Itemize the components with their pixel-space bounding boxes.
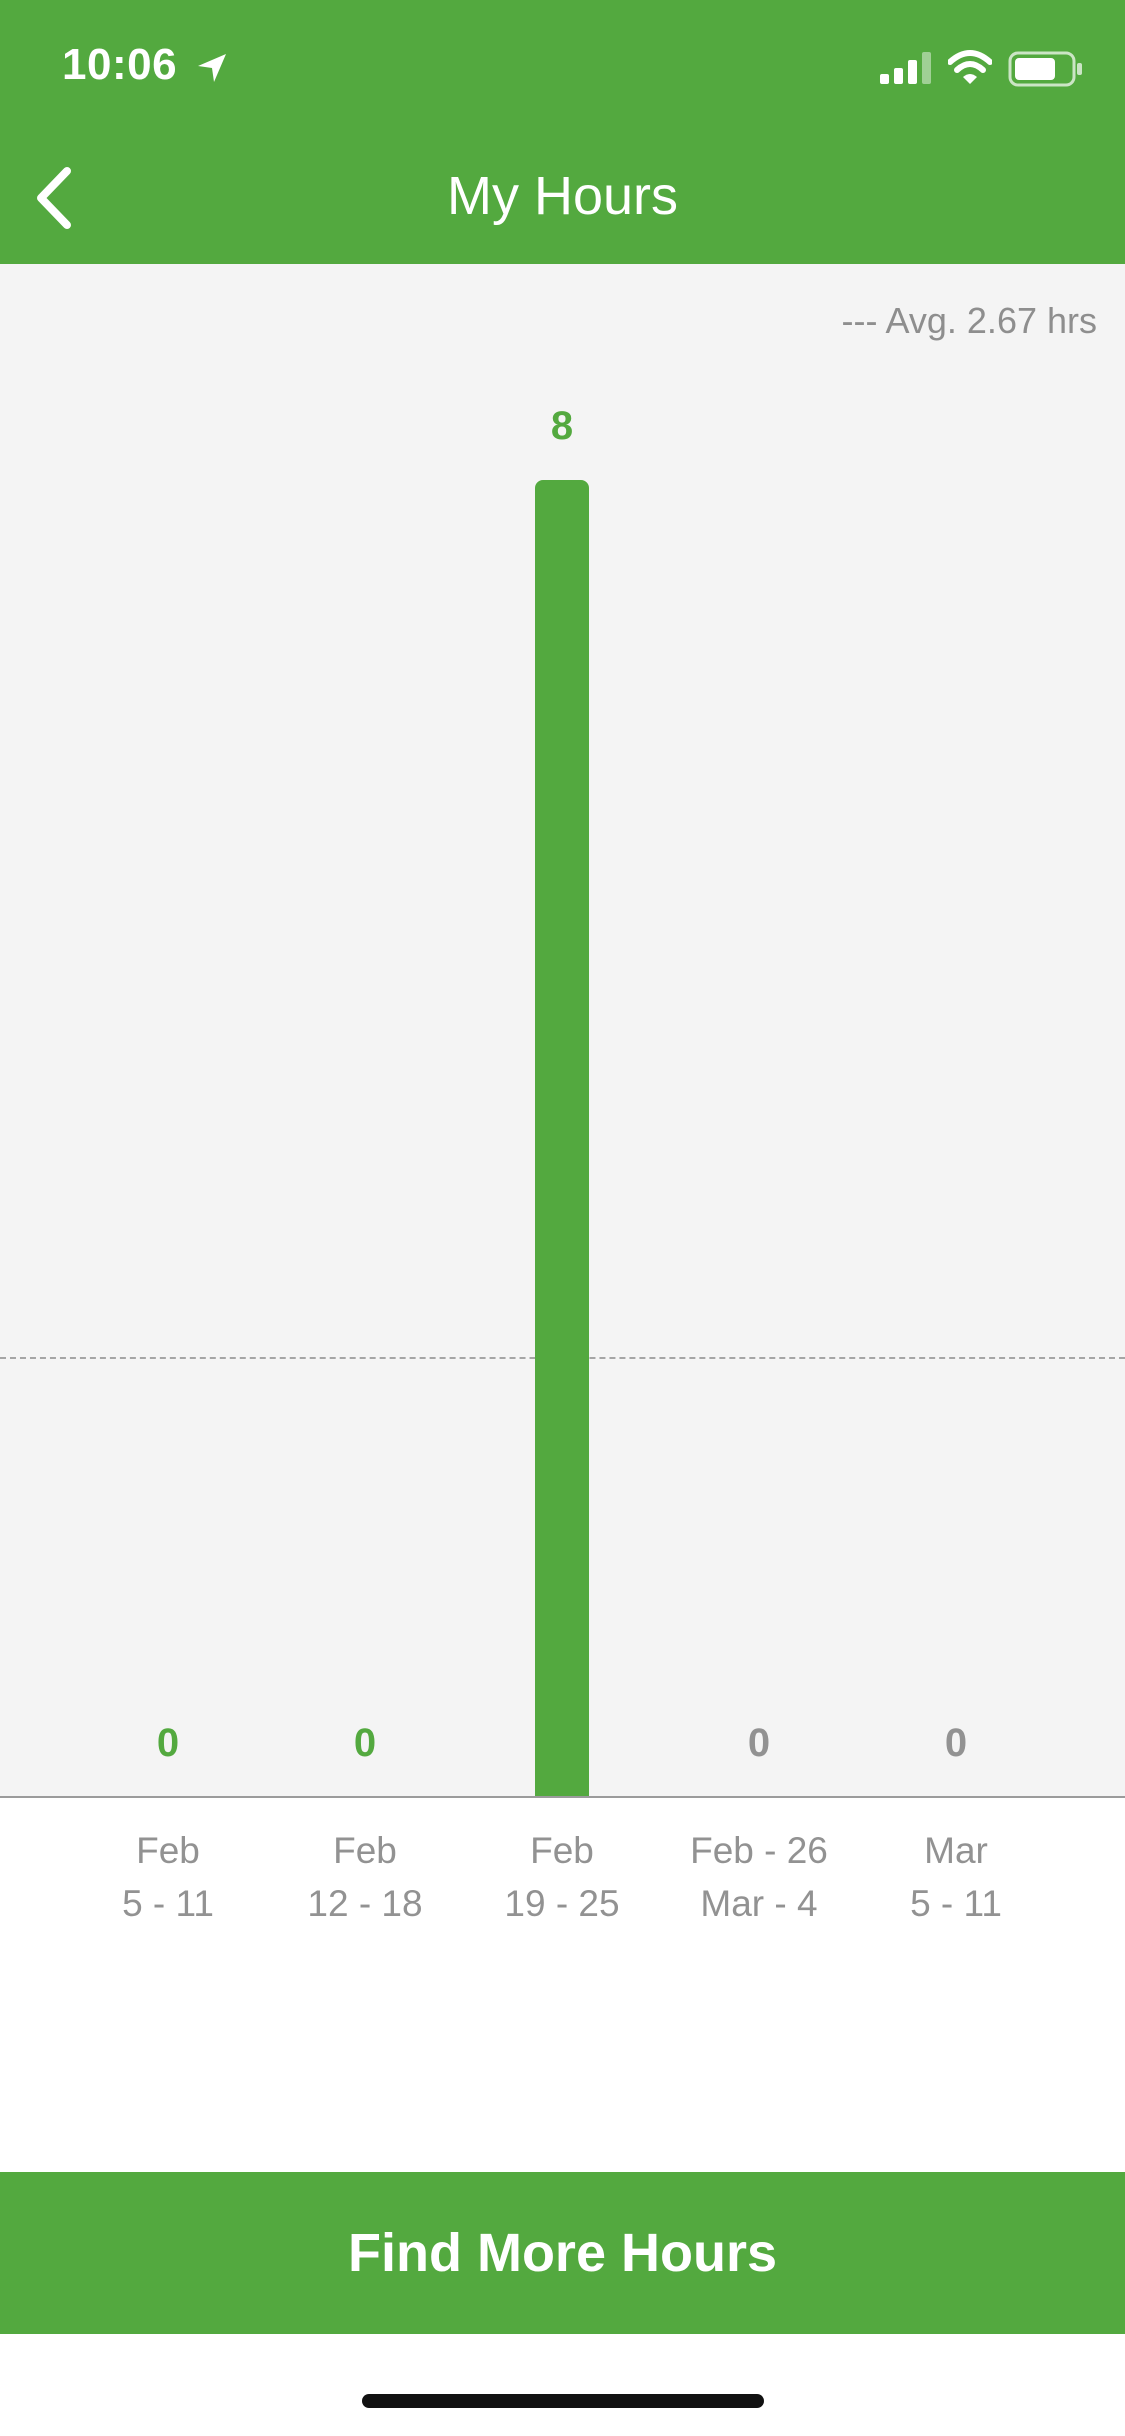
- hours-bar: [535, 480, 589, 1797]
- average-legend: --- Avg. 2.67 hrs: [841, 300, 1097, 341]
- chevron-left-icon: [37, 167, 71, 229]
- bar-value-label: 0: [944, 1721, 968, 1765]
- home-indicator: [362, 2394, 764, 2408]
- cellular-signal-icon: [880, 52, 931, 84]
- week-tick-label: Feb 5 - 11: [68, 1824, 268, 1930]
- find-more-hours-button[interactable]: Find More Hours: [0, 2172, 1125, 2334]
- chart-baseline: [0, 1796, 1125, 1798]
- back-button[interactable]: [14, 158, 94, 238]
- week-tick-label-line-2: 12 - 18: [307, 1883, 423, 1924]
- week-tick-label-line-2: 5 - 11: [122, 1883, 214, 1924]
- week-tick-label: Mar 5 - 11: [856, 1824, 1056, 1930]
- page-title: My Hours: [446, 166, 679, 226]
- week-tick-label-line-2: Mar - 4: [700, 1883, 818, 1924]
- battery-icon: [1008, 51, 1082, 87]
- bar-value-label: 0: [747, 1721, 771, 1765]
- week-tick-label: Feb 12 - 18: [265, 1824, 465, 1930]
- bar-value-label: 8: [550, 404, 574, 448]
- week-tick-label-line-1: Feb: [136, 1830, 200, 1871]
- week-tick-label-line-2: 5 - 11: [910, 1883, 1002, 1924]
- status-time: 10:06: [62, 40, 178, 89]
- header-bar: 10:06 My Hours: [0, 0, 1125, 264]
- wifi-icon: [948, 50, 992, 84]
- week-tick-label-line-2: 19 - 25: [504, 1883, 620, 1924]
- bar-value-label: 0: [156, 1721, 180, 1765]
- week-tick-label-line-1: Feb - 26: [690, 1830, 828, 1871]
- week-tick-label-line-1: Mar: [924, 1830, 988, 1871]
- bar-value-label: 0: [353, 1721, 377, 1765]
- week-tick-label: Feb - 26 Mar - 4: [659, 1824, 859, 1930]
- location-arrow-icon: [198, 54, 226, 82]
- week-tick-label-line-1: Feb: [530, 1830, 594, 1871]
- week-tick-label-line-1: Feb: [333, 1830, 397, 1871]
- week-tick-label: Feb 19 - 25: [462, 1824, 662, 1930]
